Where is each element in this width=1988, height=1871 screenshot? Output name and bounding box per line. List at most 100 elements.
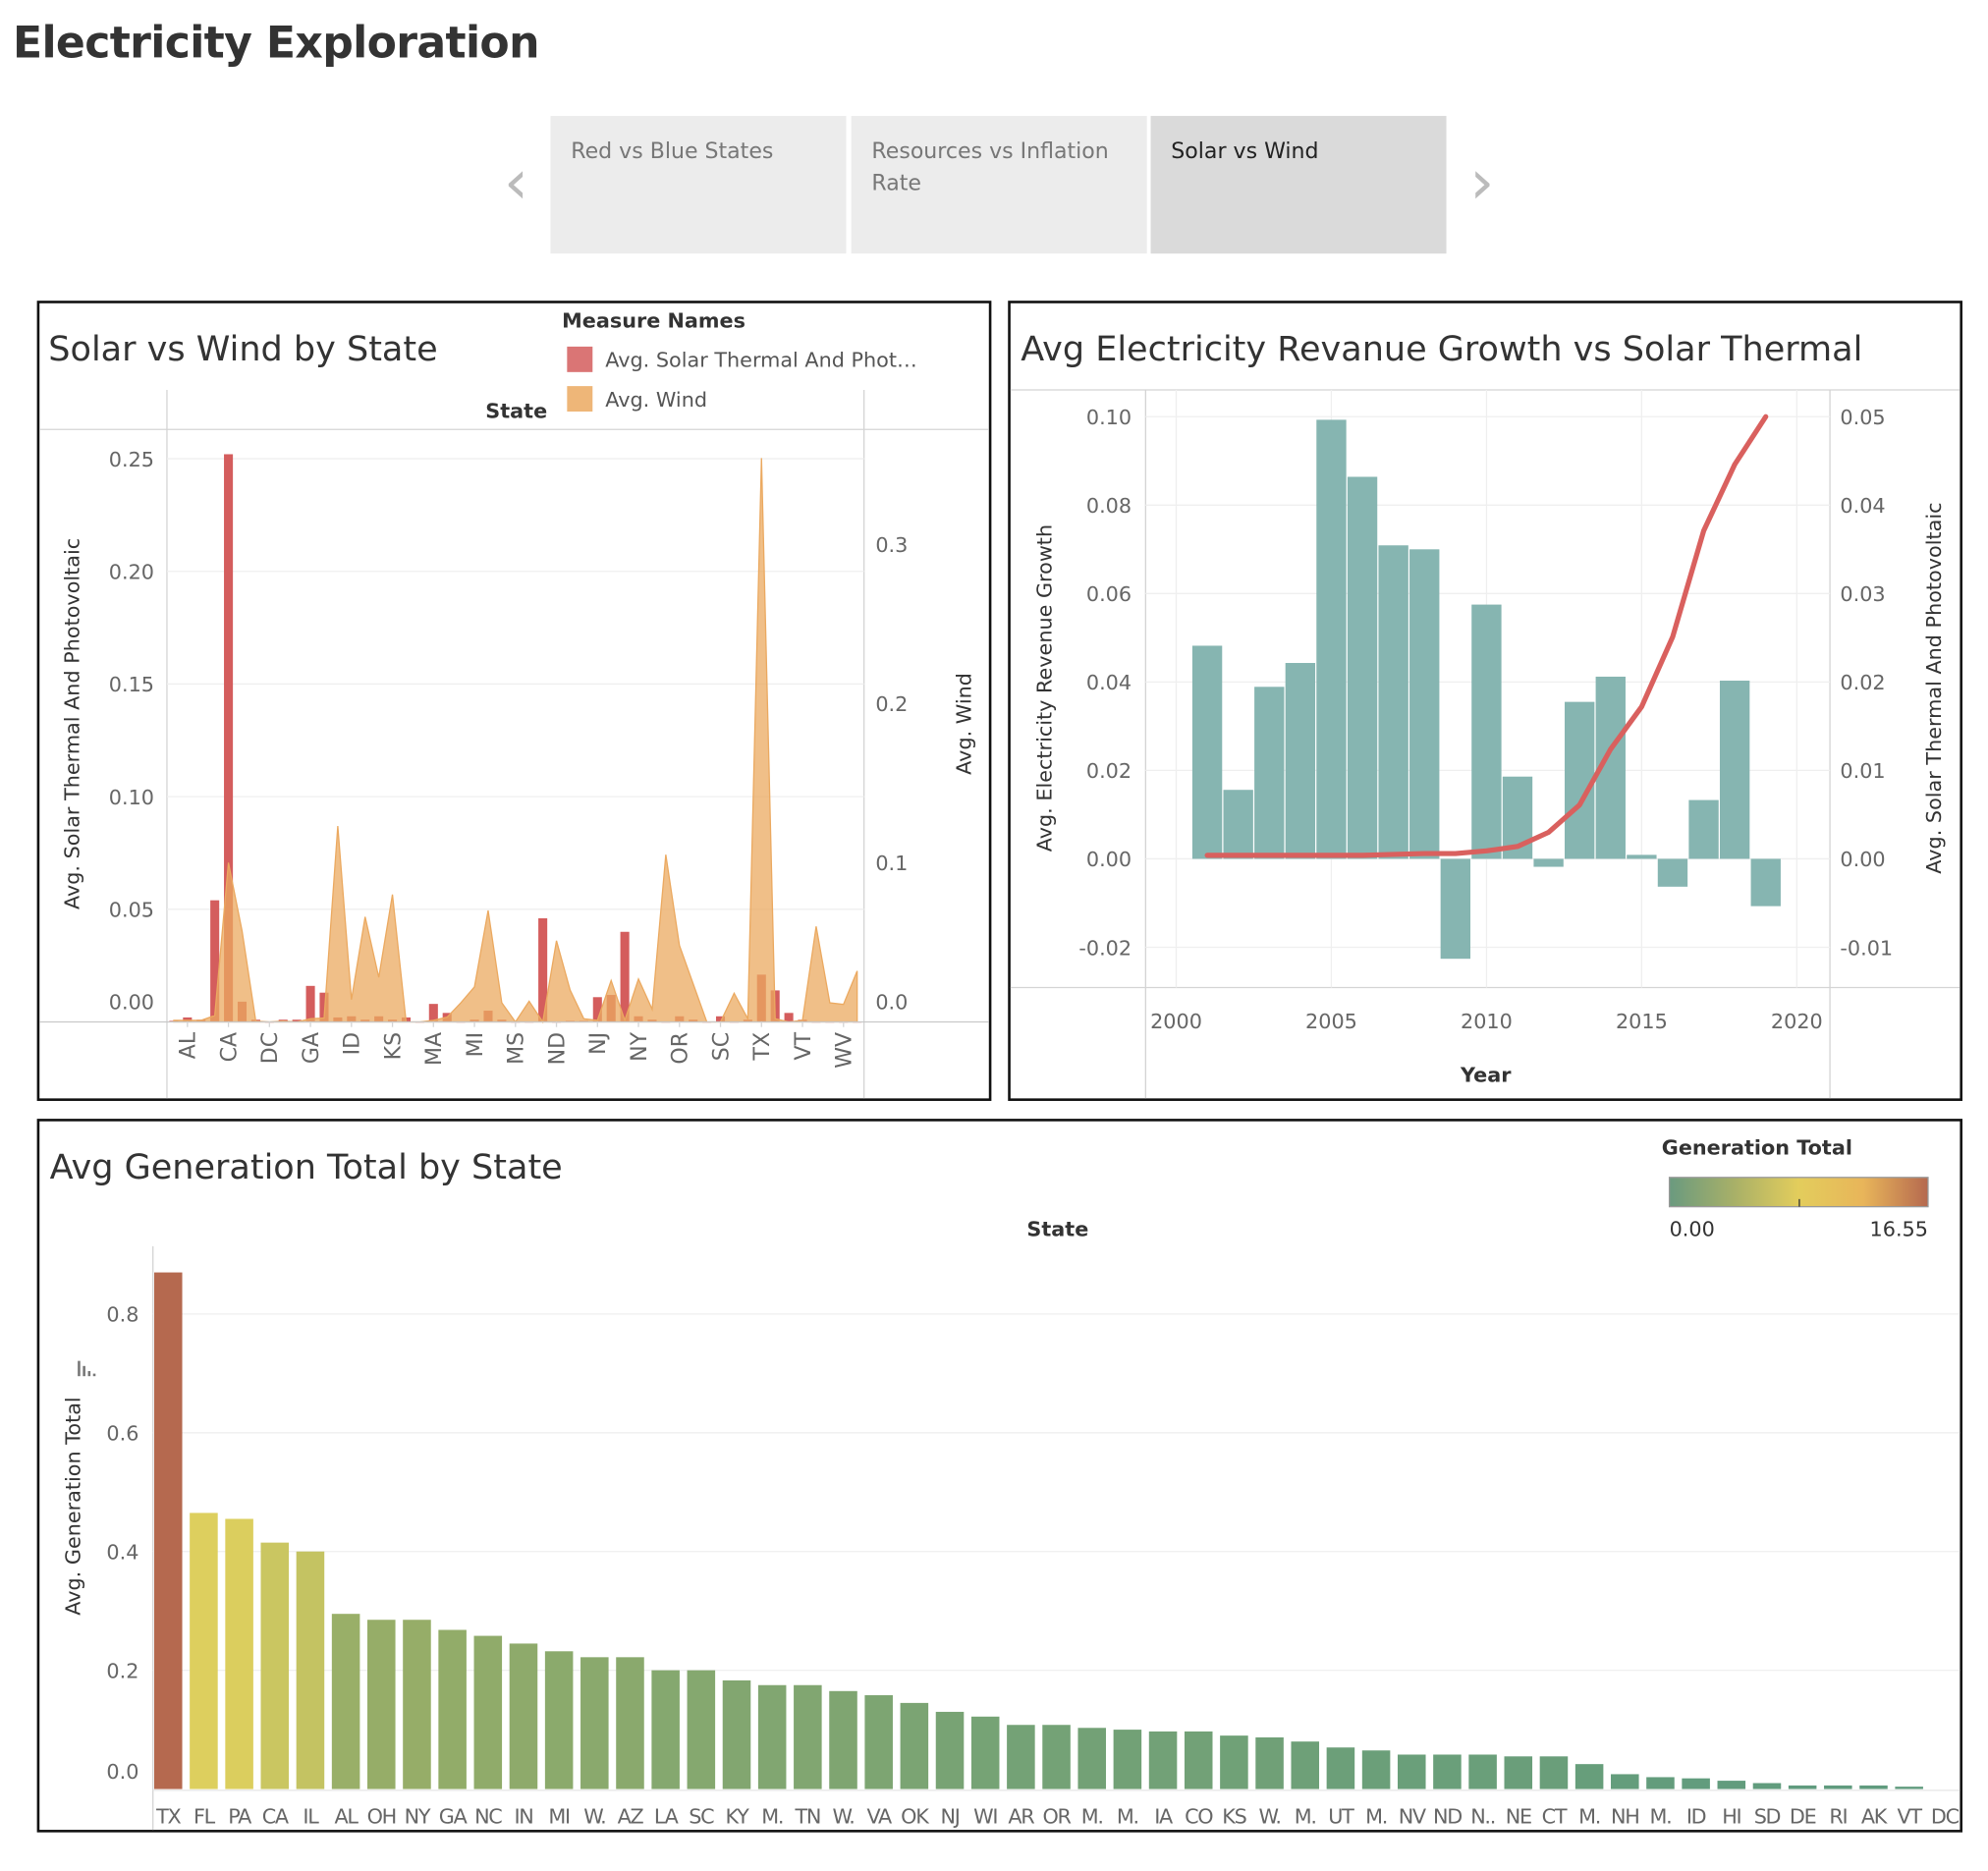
generation-bar-44[interactable] [1717, 1781, 1746, 1789]
generation-bar-2[interactable] [225, 1518, 253, 1789]
x-tick-label: KS [1222, 1805, 1246, 1829]
generation-bar-4[interactable] [296, 1551, 325, 1789]
x-tick-label: IA [1154, 1805, 1174, 1829]
x-tick-label: MI [548, 1805, 570, 1829]
generation-bar-32[interactable] [1291, 1741, 1320, 1789]
story-tab-resources-vs-inflation[interactable]: Resources vs Inflation Rate [851, 116, 1147, 254]
generation-bar-35[interactable] [1397, 1754, 1426, 1789]
x-tick-label: W. [1259, 1805, 1281, 1829]
generation-bar-49[interactable] [1895, 1787, 1923, 1789]
legend-label[interactable]: Avg. Solar Thermal And Phot… [605, 349, 917, 372]
generation-bar-24[interactable] [1007, 1725, 1035, 1789]
chart-title: Avg Generation Total by State [50, 1147, 563, 1187]
generation-bar-15[interactable] [687, 1670, 716, 1789]
x-tick-label: AL [177, 1031, 201, 1059]
y-axis-title-left: Avg. Electricity Revenue Growth [1032, 524, 1056, 852]
generation-bar-11[interactable] [544, 1651, 574, 1789]
revenue-bar-2018 [1719, 681, 1750, 859]
generation-bar-17[interactable] [757, 1684, 787, 1789]
generation-bar-27[interactable] [1113, 1730, 1142, 1789]
generation-bar-41[interactable] [1611, 1774, 1639, 1789]
story-tab-red-vs-blue[interactable]: Red vs Blue States [550, 116, 847, 254]
generation-bar-39[interactable] [1539, 1756, 1569, 1789]
generation-bar-21[interactable] [900, 1702, 929, 1789]
generation-bar-38[interactable] [1504, 1756, 1533, 1789]
x-tick-label: ID [341, 1032, 365, 1055]
x-tick-label: NE [1506, 1805, 1531, 1829]
generation-bar-47[interactable] [1824, 1785, 1852, 1789]
x-tick-label: DE [1790, 1805, 1816, 1829]
generation-bar-14[interactable] [651, 1670, 680, 1789]
generation-bar-20[interactable] [864, 1695, 893, 1789]
generation-bar-43[interactable] [1682, 1778, 1710, 1789]
generation-bar-18[interactable] [794, 1684, 822, 1789]
generation-bar-46[interactable] [1788, 1785, 1817, 1789]
generation-bar-5[interactable] [331, 1614, 360, 1789]
sort-descending-icon[interactable] [78, 1360, 96, 1377]
legend-label[interactable]: Avg. Wind [605, 388, 707, 412]
generation-bar-28[interactable] [1148, 1731, 1178, 1789]
generation-bar-13[interactable] [616, 1657, 644, 1789]
revenue-bar-2017 [1688, 799, 1719, 859]
chevron-right-icon[interactable]: › [1469, 146, 1495, 218]
generation-bar-1[interactable] [190, 1513, 218, 1789]
x-tick-label: CO [1185, 1805, 1213, 1829]
x-axis-title: Year [1460, 1063, 1512, 1086]
y-tick-right: 0.2 [875, 692, 908, 716]
chevron-left-icon[interactable]: ‹ [503, 146, 528, 218]
revenue-vs-solar-panel: Avg Electricity Revanue Growth vs Solar … [1008, 301, 1962, 1101]
y-tick-left: 0.10 [1086, 406, 1132, 429]
solar-point-2015 [1639, 704, 1644, 709]
generation-bar-40[interactable] [1574, 1764, 1604, 1789]
x-tick-label: NJ [586, 1032, 611, 1055]
solar-bar-FL [292, 1019, 302, 1022]
generation-bar-9[interactable] [473, 1635, 503, 1789]
generation-bar-36[interactable] [1433, 1754, 1462, 1789]
generation-bar-23[interactable] [970, 1716, 1000, 1789]
revenue-bar-2005 [1316, 419, 1347, 859]
y-tick-right: 0.04 [1840, 494, 1885, 518]
generation-bar-8[interactable] [438, 1629, 467, 1789]
y-tick-left: 0.20 [109, 561, 154, 584]
generation-bar-10[interactable] [509, 1643, 538, 1789]
generation-bar-42[interactable] [1646, 1777, 1675, 1789]
x-tick-label: 2010 [1461, 1010, 1513, 1033]
solar-point-2014 [1608, 746, 1613, 751]
generation-bar-48[interactable] [1859, 1785, 1888, 1789]
generation-bar-29[interactable] [1184, 1731, 1213, 1789]
wind-area [173, 458, 858, 1024]
color-legend-min: 0.00 [1670, 1217, 1715, 1240]
generation-bar-22[interactable] [935, 1711, 965, 1789]
generation-bar-37[interactable] [1468, 1754, 1497, 1789]
x-tick-label: PA [228, 1805, 252, 1829]
solar-bar-AZ [210, 900, 220, 1022]
generation-bar-25[interactable] [1042, 1725, 1071, 1789]
y-tick-left: 0.08 [1086, 494, 1132, 518]
x-tick-label: RI [1829, 1805, 1847, 1829]
generation-bar-3[interactable] [260, 1542, 290, 1789]
generation-bar-19[interactable] [829, 1690, 857, 1789]
y-tick-left: 0.00 [109, 991, 154, 1015]
generation-bar-16[interactable] [722, 1679, 751, 1789]
generation-bar-45[interactable] [1752, 1783, 1782, 1789]
generation-bar-33[interactable] [1326, 1747, 1355, 1789]
x-tick-label: LA [654, 1805, 680, 1829]
y-tick-left: 0.25 [109, 448, 154, 471]
x-tick-label: VT [1898, 1805, 1923, 1829]
story-tab-solar-vs-wind[interactable]: Solar vs Wind [1150, 116, 1447, 254]
generation-bar-7[interactable] [403, 1620, 431, 1789]
x-tick-label: 2000 [1150, 1010, 1202, 1033]
generation-bar-0[interactable] [153, 1272, 183, 1789]
generation-bar-34[interactable] [1361, 1750, 1391, 1789]
x-tick-label: AL [335, 1805, 359, 1829]
x-tick-label: GA [439, 1805, 469, 1829]
page-title: Electricity Exploration [12, 18, 540, 70]
generation-bar-31[interactable] [1255, 1736, 1284, 1789]
generation-bar-26[interactable] [1077, 1728, 1106, 1789]
generation-bar-30[interactable] [1220, 1735, 1248, 1789]
legend-swatch [567, 346, 593, 372]
y-tick-left: 0.04 [1086, 671, 1132, 694]
generation-bar-12[interactable] [580, 1657, 609, 1789]
revenue-vs-solar-chart: Avg Electricity Revanue Growth vs Solar … [1010, 329, 1960, 1099]
generation-bar-6[interactable] [367, 1620, 396, 1789]
